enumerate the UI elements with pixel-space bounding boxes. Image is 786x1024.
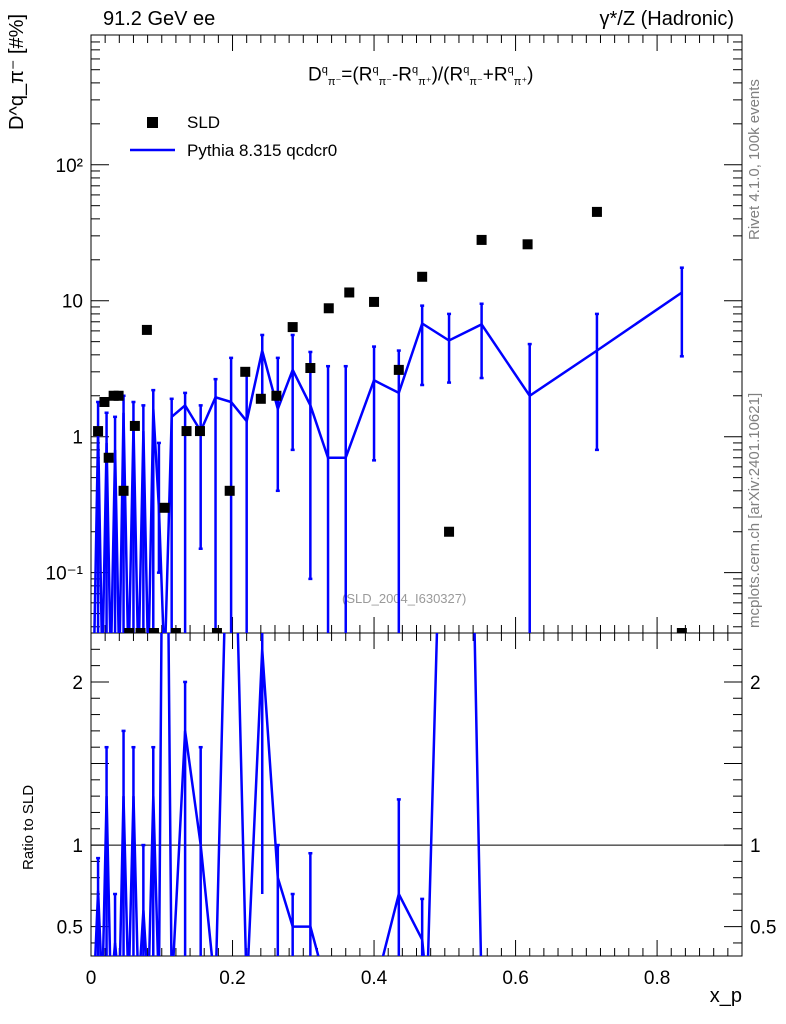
sld-data-point <box>255 393 266 404</box>
sld-data-point <box>99 396 110 407</box>
main-plot-frame <box>90 34 743 634</box>
sld-data-point <box>287 322 298 333</box>
main-series-group <box>93 206 687 633</box>
ratio-plot-frame <box>90 632 743 957</box>
sld-data-point <box>124 628 135 633</box>
ratio-line <box>94 633 483 956</box>
observable-formula: Dqπ⁻=(Rqπ⁻-Rqπ⁺)/(Rqπ⁻+Rqπ⁺) <box>308 64 534 89</box>
sld-data-point <box>141 324 152 335</box>
sld-data-point <box>393 364 404 375</box>
ratio-series-group <box>94 633 483 956</box>
sld-data-point <box>476 234 487 245</box>
analysis-watermark: (SLD_2004_I630327) <box>342 591 467 606</box>
sld-data-point <box>224 485 235 496</box>
sld-data-point <box>93 426 104 437</box>
sld-data-point <box>194 426 205 437</box>
sld-data-point <box>211 628 222 633</box>
sld-data-point <box>305 363 316 374</box>
y-tick-label: 1 <box>72 428 83 449</box>
legend-entry-pythia: Pythia 8.315 qcdcr0 <box>187 141 338 160</box>
sld-data-point <box>170 628 181 633</box>
ratio-y-tick-label-right: 0.5 <box>750 918 776 939</box>
sld-data-point <box>129 420 140 431</box>
ratio-y-tick-label: 1 <box>72 836 83 857</box>
sld-data-point <box>240 366 251 377</box>
y-tick-label: 10² <box>56 156 83 177</box>
sld-data-point <box>417 271 428 282</box>
x-tick-label: 0.2 <box>219 968 245 989</box>
sld-data-point <box>159 502 170 513</box>
sld-data-point <box>135 628 146 633</box>
x-tick-label: 0.8 <box>644 968 670 989</box>
sld-data-point <box>118 485 129 496</box>
sld-data-point <box>323 303 334 314</box>
energy-label: 91.2 GeV ee <box>103 8 216 30</box>
ratio-y-tick-label-right: 2 <box>750 673 761 694</box>
y-tick-label: 10 <box>62 292 83 313</box>
sld-data-point <box>181 426 192 437</box>
process-label: γ*/Z (Hadronic) <box>599 8 734 30</box>
sld-data-point <box>676 628 687 633</box>
legend-marker-sld <box>147 117 158 128</box>
sld-data-point <box>522 239 533 250</box>
pythia-line <box>93 291 683 633</box>
sld-data-point <box>103 452 114 463</box>
sld-data-point <box>344 287 355 298</box>
x-tick-label: 0 <box>86 968 97 989</box>
legend-entry-sld: SLD <box>187 113 221 132</box>
sld-data-point <box>369 296 380 307</box>
sld-data-point <box>113 390 124 401</box>
ratio-y-tick-label: 2 <box>72 673 83 694</box>
y-tick-label: 10⁻¹ <box>46 564 84 585</box>
x-tick-label: 0.4 <box>361 968 388 989</box>
ratio-y-tick-label-right: 1 <box>750 836 761 857</box>
ratio-y-tick-label: 0.5 <box>57 918 83 939</box>
sld-data-point <box>444 526 455 537</box>
x-axis-label: x_p <box>709 985 742 1007</box>
sld-data-point <box>148 628 159 633</box>
sld-data-point <box>591 206 602 217</box>
x-tick-label: 0.6 <box>502 968 528 989</box>
sld-data-point <box>271 390 282 401</box>
